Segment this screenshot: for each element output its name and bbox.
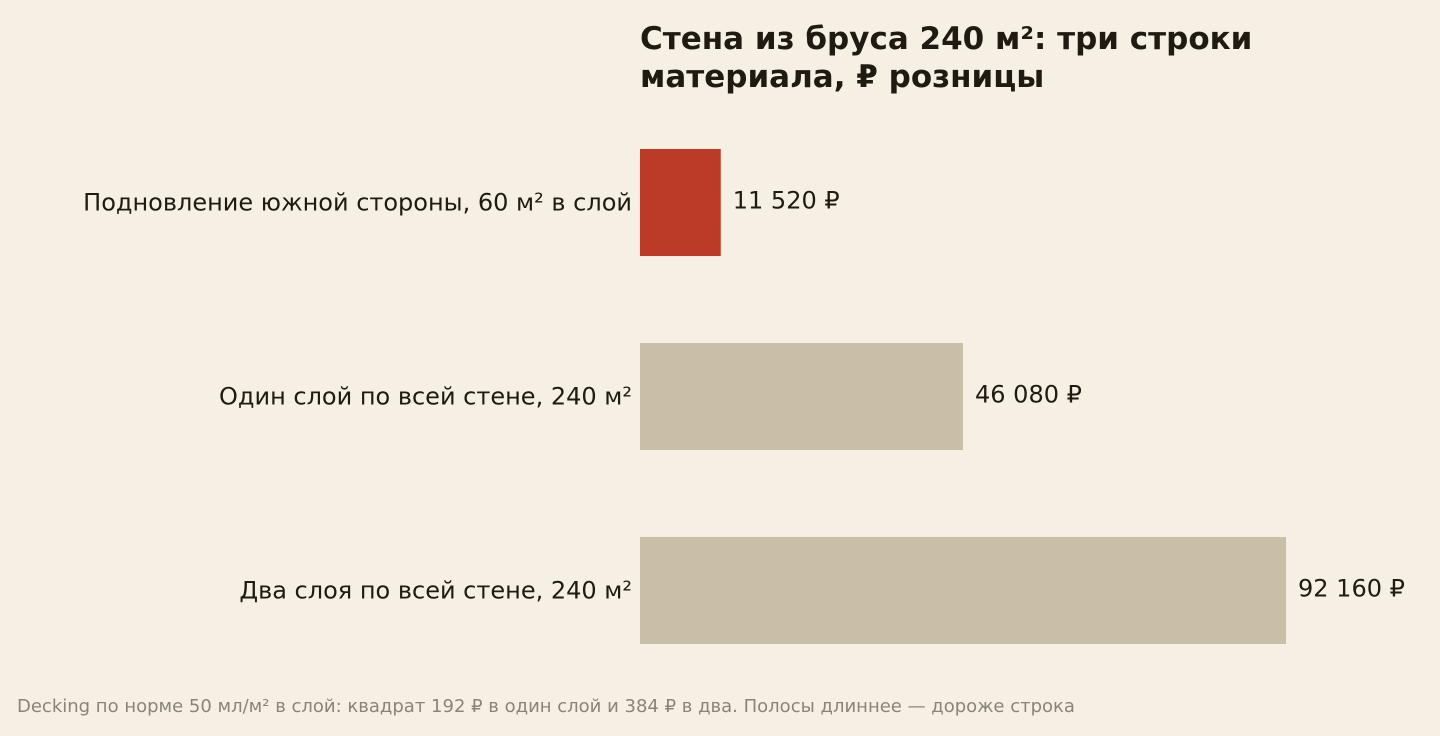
chart-footnote: Decking по норме 50 мл/м² в слой: квадра… [17, 696, 1075, 717]
chart-title: Стена из бруса 240 м²: три строки матери… [640, 21, 1253, 95]
bar-2 [640, 343, 963, 450]
bar-group: Подновление южной стороны, 60 м² в слой 1… [83, 149, 1405, 644]
bar-3 [640, 537, 1286, 644]
value-label-3: 92 160 ₽ [1298, 575, 1405, 603]
value-label-2: 46 080 ₽ [975, 381, 1082, 409]
value-label-1: 11 520 ₽ [733, 187, 840, 215]
bar-1 [640, 149, 721, 256]
category-label-1: Подновление южной стороны, 60 м² в слой [83, 189, 632, 217]
category-label-3: Два слоя по всей стене, 240 м² [239, 577, 632, 605]
category-label-2: Один слой по всей стене, 240 м² [219, 383, 632, 411]
